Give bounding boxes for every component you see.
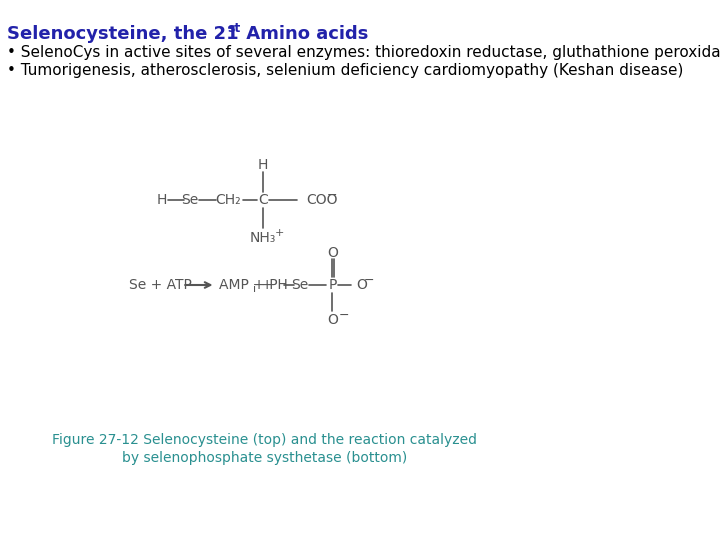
Text: COO: COO [306, 193, 338, 207]
Text: st: st [227, 22, 240, 35]
Text: NH₃: NH₃ [250, 231, 276, 245]
Text: −: − [338, 308, 348, 321]
Text: +: + [275, 228, 284, 238]
Text: Amino acids: Amino acids [240, 25, 368, 43]
Text: O: O [327, 246, 338, 260]
Text: Se: Se [292, 278, 309, 292]
Text: AMP + P: AMP + P [219, 278, 278, 292]
Text: Se: Se [181, 193, 198, 207]
Text: • Tumorigenesis, atherosclerosis, selenium deficiency cardiomyopathy (Keshan dis: • Tumorigenesis, atherosclerosis, seleni… [7, 63, 684, 78]
Text: Selenocysteine, the 21: Selenocysteine, the 21 [7, 25, 239, 43]
Text: O: O [327, 313, 338, 327]
Text: H: H [258, 158, 269, 172]
Text: i: i [253, 284, 256, 294]
Text: Se + ATP: Se + ATP [129, 278, 192, 292]
Text: by selenophosphate systhetase (bottom): by selenophosphate systhetase (bottom) [122, 451, 408, 465]
Text: −: − [364, 273, 374, 287]
Text: Figure 27-12 Selenocysteine (top) and the reaction catalyzed: Figure 27-12 Selenocysteine (top) and th… [52, 433, 477, 447]
Text: −: − [327, 188, 338, 201]
Text: • SelenoCys in active sites of several enzymes: thioredoxin reductase, gluthathi: • SelenoCys in active sites of several e… [7, 45, 720, 60]
Text: H: H [156, 193, 167, 207]
Text: CH₂: CH₂ [215, 193, 240, 207]
Text: C: C [258, 193, 268, 207]
Text: P: P [328, 278, 336, 292]
Text: + H: + H [257, 278, 288, 292]
Text: O: O [356, 278, 366, 292]
